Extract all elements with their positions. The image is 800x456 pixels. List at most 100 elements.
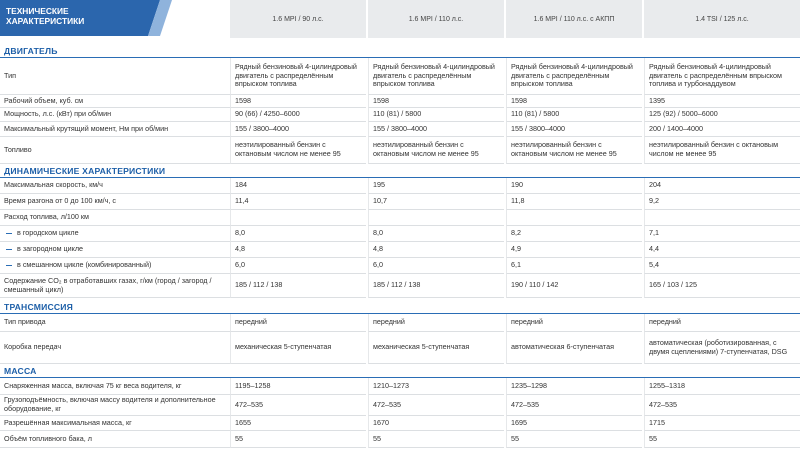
value-cell: передний [644, 314, 800, 332]
value-cell: 110 (81) / 5800 [506, 108, 642, 122]
value-cell: механическая 5-ступенчатая [368, 332, 504, 364]
label-text: Снаряженная масса, включая 75 кг веса во… [4, 380, 182, 390]
row-label: Рабочий объем, куб. см [0, 95, 230, 108]
banner-shape [0, 0, 160, 36]
value-cell: неэтилированный бензин с октановым число… [230, 137, 366, 164]
value-cell: 55 [644, 431, 800, 448]
bullet-dash [6, 232, 12, 235]
value-cell: механическая 5-ступенчатая [230, 332, 366, 364]
row-label: Грузоподъёмность, включая массу водителя… [0, 395, 230, 416]
value-cell: Рядный бензиновый 4-цилиндровый двигател… [230, 58, 366, 95]
value-cell: 472–535 [230, 395, 366, 416]
value-cell: 4,4 [644, 242, 800, 258]
row-label: Разрешённая максимальная масса, кг [0, 416, 230, 431]
value-cell: 6,0 [230, 258, 366, 274]
value-cell: 9,2 [644, 194, 800, 210]
value-cell: Рядный бензиновый 4-цилиндровый двигател… [368, 58, 504, 95]
row-label: Мощность, л.с. (кВт) при об/мин [0, 108, 230, 122]
value-cell: передний [368, 314, 504, 332]
section-title: ДВИГАТЕЛЬ [0, 40, 800, 58]
value-cell: 185 / 112 / 138 [230, 274, 366, 298]
value-cell: 165 / 103 / 125 [644, 274, 800, 298]
label-text: Время разгона от 0 до 100 км/ч, с [4, 196, 116, 206]
value-cell: 1598 [506, 95, 642, 108]
value-cell [368, 210, 504, 226]
column-header: 1.6 MPI / 90 л.с. [230, 0, 366, 38]
value-cell: 155 / 3800–4000 [230, 122, 366, 137]
value-cell: 4,8 [230, 242, 366, 258]
value-cell: 1195–1258 [230, 378, 366, 395]
value-cell: неэтилированный бензин с октановым число… [644, 137, 800, 164]
value-cell: 4,8 [368, 242, 504, 258]
value-cell: 7,1 [644, 226, 800, 242]
label-text: Максимальный крутящий момент, Нм при об/… [4, 123, 169, 133]
value-cell: 1598 [230, 95, 366, 108]
value-cell [644, 210, 800, 226]
value-cell: 110 (81) / 5800 [368, 108, 504, 122]
value-cell: 11,4 [230, 194, 366, 210]
row-label: Топливо [0, 137, 230, 164]
value-cell: 1655 [230, 416, 366, 431]
value-cell: 5,4 [644, 258, 800, 274]
banner-accent [148, 0, 172, 36]
value-cell: 10,7 [368, 194, 504, 210]
value-cell: 1695 [506, 416, 642, 431]
value-cell: передний [230, 314, 366, 332]
label-text: в загородном цикле [17, 244, 84, 254]
value-cell: 155 / 3800–4000 [506, 122, 642, 137]
value-cell: 8,0 [368, 226, 504, 242]
row-label: в городском цикле [0, 226, 230, 242]
value-cell: 1255–1318 [644, 378, 800, 395]
row-label: Максимальная скорость, км/ч [0, 178, 230, 194]
value-cell: 55 [506, 431, 642, 448]
label-text: в смешанном цикле (комбинированный) [17, 260, 152, 270]
label-text: Рабочий объем, куб. см [4, 95, 84, 105]
value-cell: 195 [368, 178, 504, 194]
row-label: Тип [0, 58, 230, 95]
label-text: Топливо [4, 144, 32, 154]
row-label: Максимальный крутящий момент, Нм при об/… [0, 122, 230, 137]
label-text: в городском цикле [17, 228, 79, 238]
row-label: Расход топлива, л/100 км [0, 210, 230, 226]
value-cell [230, 210, 366, 226]
value-cell: неэтилированный бензин с октановым число… [368, 137, 504, 164]
value-cell: 185 / 112 / 138 [368, 274, 504, 298]
value-cell: 11,8 [506, 194, 642, 210]
value-cell [506, 210, 642, 226]
section-title: МАССА [0, 364, 800, 378]
label-text: Расход топлива, л/100 км [4, 212, 89, 222]
value-cell: 1715 [644, 416, 800, 431]
value-cell: автоматическая (роботизированная, с двум… [644, 332, 800, 364]
value-cell: 190 [506, 178, 642, 194]
label-text: Разрешённая максимальная масса, кг [4, 417, 132, 427]
label-text: Содержание CO₂ в отработавших газах, г/к… [4, 275, 212, 294]
label-text: Мощность, л.с. (кВт) при об/мин [4, 109, 112, 119]
label-text: Тип [4, 70, 16, 80]
column-header: 1.4 TSI / 125 л.с. [644, 0, 800, 38]
bullet-dash [6, 264, 12, 267]
row-label: Тип привода [0, 314, 230, 332]
row-label: в загородном цикле [0, 242, 230, 258]
value-cell: 1235–1298 [506, 378, 642, 395]
value-cell: 472–535 [506, 395, 642, 416]
value-cell: 55 [230, 431, 366, 448]
column-header: 1.6 MPI / 110 л.с. [368, 0, 504, 38]
value-cell: 184 [230, 178, 366, 194]
row-label: Снаряженная масса, включая 75 кг веса во… [0, 378, 230, 395]
label-text: Грузоподъёмность, включая массу водителя… [4, 395, 216, 413]
row-label: Коробка передач [0, 332, 230, 364]
bullet-dash [6, 248, 12, 251]
value-cell: 1598 [368, 95, 504, 108]
value-cell: 125 (92) / 5000–6000 [644, 108, 800, 122]
row-label: Содержание CO₂ в отработавших газах, г/к… [0, 274, 230, 298]
value-cell: 6,1 [506, 258, 642, 274]
value-cell: 55 [368, 431, 504, 448]
section-title: ДИНАМИЧЕСКИЕ ХАРАКТЕРИСТИКИ [0, 164, 800, 178]
value-cell: 1395 [644, 95, 800, 108]
value-cell: неэтилированный бензин с октановым число… [506, 137, 642, 164]
value-cell: 472–535 [644, 395, 800, 416]
value-cell: передний [506, 314, 642, 332]
value-cell: 8,2 [506, 226, 642, 242]
row-label: в смешанном цикле (комбинированный) [0, 258, 230, 274]
